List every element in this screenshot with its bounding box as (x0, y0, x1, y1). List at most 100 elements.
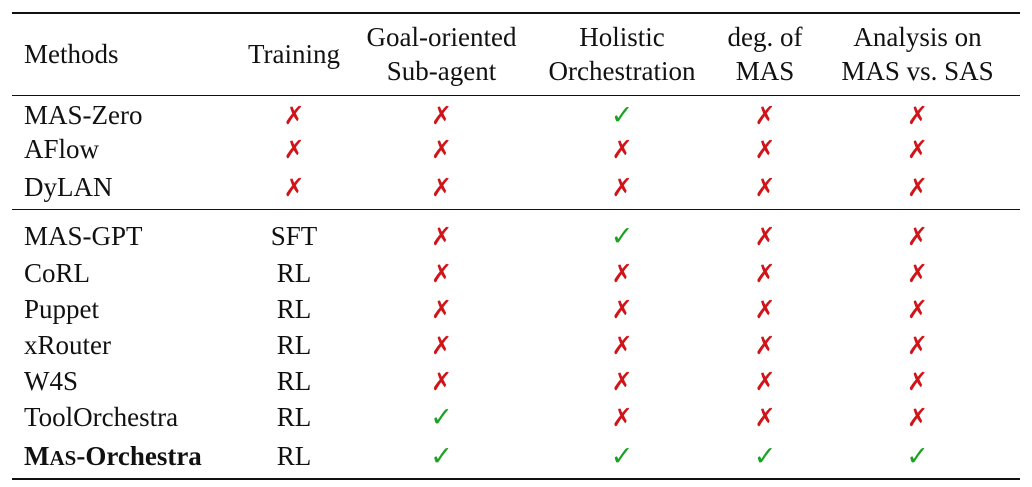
header-goal-line2: Sub-agent (386, 56, 497, 87)
checkmark-icon: ✓ (430, 441, 453, 472)
analysis-cell: ✗ (815, 255, 1020, 291)
header-analysis-line1: Analysis on (853, 22, 982, 53)
table-row: W4S RL ✗ ✗ ✗ ✗ (12, 363, 1020, 399)
holistic-cell: ✓ (529, 95, 715, 131)
header-goal-line1: Goal-oriented (366, 22, 517, 53)
goal-oriented-cell: ✓ (354, 435, 529, 479)
cross-icon: ✗ (611, 294, 633, 324)
training-cell: RL (276, 365, 312, 396)
goal-oriented-cell: ✗ (354, 95, 529, 131)
cross-icon: ✗ (611, 366, 633, 396)
deg-of-mas-cell: ✗ (715, 95, 815, 131)
deg-of-mas-cell: ✗ (715, 327, 815, 363)
holistic-cell: ✓ (529, 435, 715, 479)
checkmark-icon: ✓ (610, 220, 634, 252)
deg-of-mas-cell: ✓ (715, 435, 815, 479)
cross-icon: ✗ (907, 221, 928, 251)
cross-icon: ✗ (431, 173, 452, 203)
cross-icon: ✗ (431, 294, 452, 324)
cross-icon: ✗ (431, 100, 452, 130)
cross-icon: ✗ (907, 294, 928, 324)
deg-of-mas-cell: ✗ (715, 363, 815, 399)
cross-icon: ✗ (431, 330, 452, 360)
deg-of-mas-cell: ✗ (715, 291, 815, 327)
header-goal-oriented: Goal-oriented Sub-agent (354, 13, 529, 95)
method-name: AFlow (24, 133, 100, 164)
method-name: ToolOrchestra (24, 401, 179, 432)
header-training: Training (247, 39, 341, 70)
cross-icon: ✗ (754, 294, 776, 324)
cross-icon: ✗ (611, 402, 633, 432)
cross-icon: ✗ (754, 366, 776, 396)
holistic-cell: ✗ (529, 291, 715, 327)
method-name: W4S (24, 365, 78, 396)
analysis-cell: ✗ (815, 167, 1020, 209)
cross-icon: ✗ (431, 221, 452, 251)
cross-icon: ✗ (611, 258, 633, 288)
training-cell: RL (276, 329, 312, 360)
cross-icon: ✗ (611, 134, 633, 164)
cross-icon: ✗ (283, 173, 305, 203)
table-row: CoRL RL ✗ ✗ ✗ ✗ (12, 255, 1020, 291)
training-cell: ✗ (234, 131, 354, 167)
table-row: MAS-GPT SFT ✗ ✓ ✗ ✗ (12, 209, 1020, 255)
group-2-trained-methods: MAS-GPT SFT ✗ ✓ ✗ ✗ CoRL RL ✗ ✗ ✗ ✗ Pupp… (12, 209, 1020, 479)
method-name-suffix: -Orchestra (76, 441, 202, 471)
training-cell: RL (276, 441, 312, 471)
training-cell: ✗ (234, 167, 354, 209)
goal-oriented-cell: ✗ (354, 131, 529, 167)
holistic-cell: ✗ (529, 327, 715, 363)
table-row-ours: MAS-Orchestra RL ✓ ✓ ✓ ✓ (12, 435, 1020, 479)
cross-icon: ✗ (283, 134, 305, 164)
deg-of-mas-cell: ✗ (715, 209, 815, 255)
cross-icon: ✗ (283, 100, 305, 130)
cross-icon: ✗ (754, 221, 776, 251)
cross-icon: ✗ (611, 173, 633, 203)
holistic-cell: ✓ (529, 209, 715, 255)
cross-icon: ✗ (431, 258, 452, 288)
header-row: Methods Training Goal-oriented Sub-agent… (12, 13, 1020, 95)
table-row: xRouter RL ✗ ✗ ✗ ✗ (12, 327, 1020, 363)
goal-oriented-cell: ✗ (354, 209, 529, 255)
cross-icon: ✗ (431, 366, 452, 396)
header-deg-line2: MAS (735, 56, 795, 87)
table-row: Puppet RL ✗ ✗ ✗ ✗ (12, 291, 1020, 327)
goal-oriented-cell: ✓ (354, 399, 529, 435)
method-name-initial: M (24, 441, 50, 471)
header-deg: deg. of MAS (715, 13, 815, 95)
analysis-cell: ✓ (815, 435, 1020, 479)
cross-icon: ✗ (754, 173, 776, 203)
cross-icon: ✗ (431, 134, 452, 164)
deg-of-mas-cell: ✗ (715, 255, 815, 291)
method-name: MAS-GPT (24, 220, 143, 251)
goal-oriented-cell: ✗ (354, 291, 529, 327)
analysis-cell: ✗ (815, 131, 1020, 167)
table-row: AFlow ✗ ✗ ✗ ✗ ✗ (12, 131, 1020, 167)
cross-icon: ✗ (754, 258, 776, 288)
holistic-cell: ✗ (529, 131, 715, 167)
method-name: DyLAN (24, 172, 113, 203)
cross-icon: ✗ (754, 330, 776, 360)
cross-icon: ✗ (611, 330, 633, 360)
goal-oriented-cell: ✗ (354, 363, 529, 399)
training-cell: RL (276, 401, 312, 432)
comparison-table: Methods Training Goal-oriented Sub-agent… (12, 12, 1020, 480)
checkmark-icon: ✓ (906, 441, 929, 472)
holistic-cell: ✗ (529, 363, 715, 399)
header-analysis-line2: MAS vs. SAS (841, 56, 994, 87)
method-name: MAS-Zero (24, 99, 143, 130)
goal-oriented-cell: ✗ (354, 327, 529, 363)
training-cell: RL (276, 293, 312, 324)
analysis-cell: ✗ (815, 399, 1020, 435)
analysis-cell: ✗ (815, 363, 1020, 399)
method-name: MAS-Orchestra (12, 435, 234, 479)
header-deg-line1: deg. of (727, 22, 803, 53)
group-1-prompting-methods: MAS-Zero ✗ ✗ ✓ ✗ ✗ AFlow ✗ ✗ ✗ ✗ ✗ DyLAN… (12, 95, 1020, 209)
analysis-cell: ✗ (815, 95, 1020, 131)
table-row: DyLAN ✗ ✗ ✗ ✗ ✗ (12, 167, 1020, 209)
analysis-cell: ✗ (815, 327, 1020, 363)
training-cell: RL (276, 257, 312, 288)
cross-icon: ✗ (754, 100, 776, 130)
checkmark-icon: ✓ (430, 401, 453, 433)
cross-icon: ✗ (907, 330, 928, 360)
